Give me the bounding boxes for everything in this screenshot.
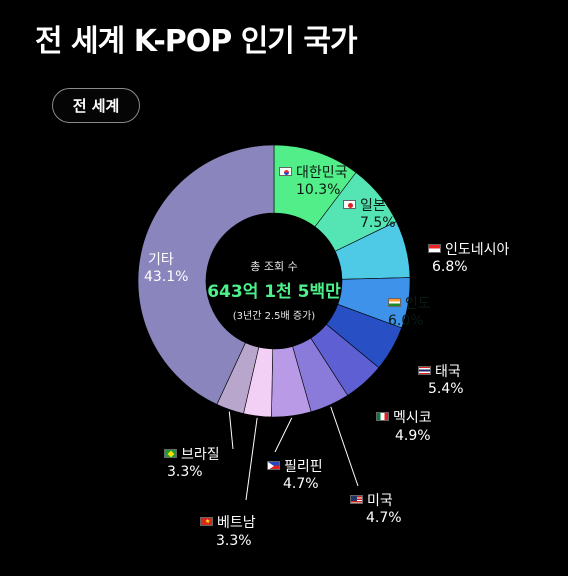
leader-line — [274, 417, 293, 453]
slice-label-name: 필리핀 — [284, 459, 323, 475]
flag-ph-icon — [267, 461, 280, 470]
slice-label-name: 미국 — [367, 493, 393, 509]
slice-label-percent: 6.0% — [388, 313, 424, 329]
region-filter-button[interactable]: 전 세계 — [52, 88, 140, 123]
flag-in-icon — [388, 298, 401, 307]
flag-mx-icon — [376, 412, 389, 421]
slice-label-name: 베트남 — [217, 515, 256, 531]
flag-vn-icon: ★ — [200, 517, 213, 526]
flag-id-icon — [428, 244, 441, 253]
slice-label-name: 대한민국 — [296, 165, 348, 181]
page-title: 전 세계 K-POP 인기 국가 — [35, 24, 358, 59]
center-growth-note: (3년간 2.5배 증가) — [232, 311, 316, 322]
slice-label-name: 멕시코 — [393, 410, 432, 426]
leader-line — [245, 417, 258, 501]
center-subtitle: 총 조회 수 — [250, 260, 298, 273]
slice-label-percent: 3.3% — [216, 533, 252, 549]
flag-th-icon — [418, 366, 431, 375]
center-total-value: 643억 1천 5백만 — [207, 282, 341, 302]
slice-label-percent: 7.5% — [360, 215, 396, 231]
slice-label-percent: 10.3% — [296, 182, 341, 198]
slice-label-name: 브라질 — [181, 447, 220, 463]
slice-label-name: 인도 — [405, 296, 431, 312]
slice-label-percent: 6.8% — [432, 259, 468, 275]
slice-label-percent: 3.3% — [167, 464, 203, 480]
slice-label-percent: 4.7% — [283, 476, 319, 492]
leader-line — [228, 411, 234, 450]
flag-us-icon — [350, 495, 363, 504]
slice-label-percent: 4.7% — [366, 510, 402, 526]
slice-label-name: 태국 — [435, 364, 461, 380]
flag-br-icon — [164, 449, 177, 458]
slice-label-percent: 43.1% — [144, 269, 189, 285]
flag-kr-icon — [279, 167, 292, 176]
slice-label-name: 기타 — [148, 252, 174, 268]
slice-label-percent: 4.9% — [395, 428, 431, 444]
flag-jp-icon — [343, 200, 356, 209]
slice-label-name: 인도네시아 — [445, 242, 510, 258]
donut-slice-other — [137, 144, 275, 405]
leader-line — [330, 406, 359, 487]
slice-label-name: 일본 — [360, 198, 386, 214]
slice-label-percent: 5.4% — [428, 381, 464, 397]
